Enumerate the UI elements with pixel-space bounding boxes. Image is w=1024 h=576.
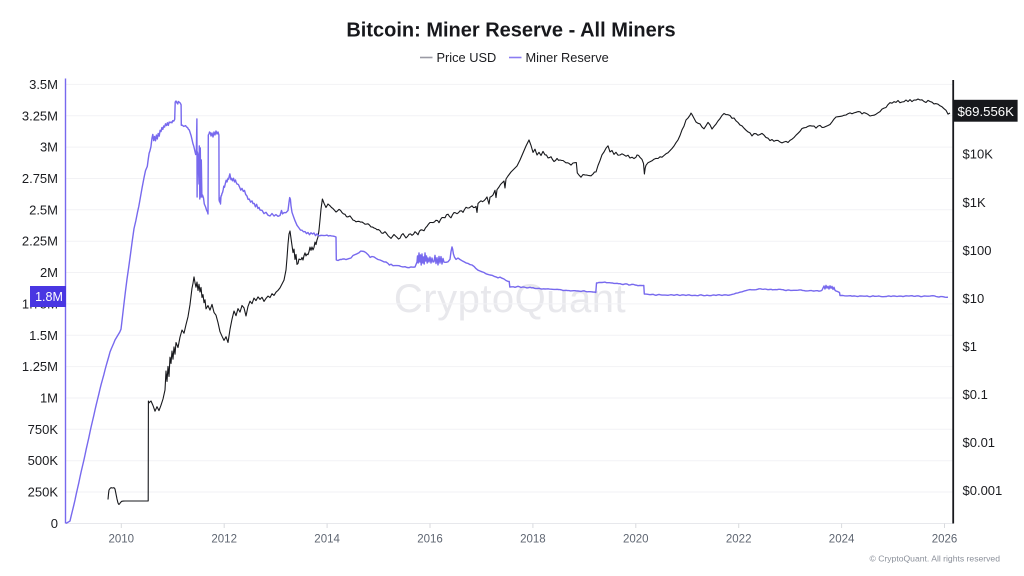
svg-text:250K: 250K <box>28 485 59 500</box>
svg-text:$100: $100 <box>963 243 992 258</box>
svg-text:2026: 2026 <box>932 534 958 546</box>
svg-text:Bitcoin: Miner Reserve - All M: Bitcoin: Miner Reserve - All Miners <box>346 20 675 42</box>
svg-text:Miner Reserve: Miner Reserve <box>526 50 609 65</box>
svg-text:Price USD: Price USD <box>437 50 497 65</box>
svg-text:2018: 2018 <box>520 534 546 546</box>
svg-text:3.5M: 3.5M <box>29 77 58 92</box>
svg-text:$0.01: $0.01 <box>963 435 996 450</box>
svg-text:$10: $10 <box>963 291 985 306</box>
svg-text:$1: $1 <box>963 339 977 354</box>
svg-text:2.75M: 2.75M <box>22 171 58 186</box>
svg-text:1.25M: 1.25M <box>22 359 58 374</box>
svg-text:3M: 3M <box>40 140 58 155</box>
svg-text:500K: 500K <box>28 453 59 468</box>
svg-text:1M: 1M <box>40 391 58 406</box>
svg-text:0: 0 <box>51 516 58 531</box>
svg-text:$0.1: $0.1 <box>963 387 988 402</box>
svg-text:2.5M: 2.5M <box>29 202 58 217</box>
svg-text:$69.556K: $69.556K <box>957 104 1014 119</box>
svg-text:2016: 2016 <box>417 534 443 546</box>
svg-text:750K: 750K <box>28 422 59 437</box>
svg-text:2024: 2024 <box>829 534 855 546</box>
svg-text:3.25M: 3.25M <box>22 108 58 123</box>
svg-text:© CryptoQuant. All rights rese: © CryptoQuant. All rights reserved <box>869 554 1000 564</box>
svg-text:2022: 2022 <box>726 534 752 546</box>
svg-text:2012: 2012 <box>211 534 237 546</box>
svg-text:2020: 2020 <box>623 534 649 546</box>
svg-text:1.8M: 1.8M <box>35 290 63 304</box>
svg-text:$10K: $10K <box>963 147 994 162</box>
svg-text:2.25M: 2.25M <box>22 234 58 249</box>
svg-text:2014: 2014 <box>314 534 340 546</box>
svg-text:1.5M: 1.5M <box>29 328 58 343</box>
svg-text:$1K: $1K <box>963 195 986 210</box>
svg-text:$0.001: $0.001 <box>963 483 1003 498</box>
svg-text:2010: 2010 <box>109 534 135 546</box>
svg-text:2M: 2M <box>40 265 58 280</box>
